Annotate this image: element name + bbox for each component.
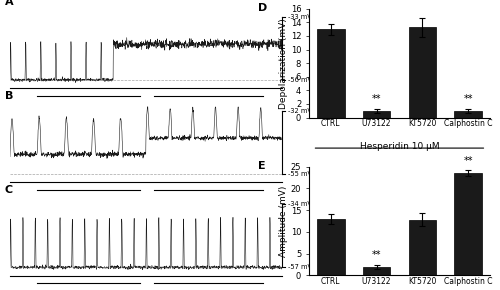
Text: Hesperidin 10 μM: Hesperidin 10 μM [178, 106, 239, 112]
Bar [317, 219, 344, 276]
Text: -33 mV: -33 mV [288, 14, 312, 20]
Bar [408, 27, 436, 118]
Text: **: ** [372, 250, 382, 260]
Text: **: ** [464, 94, 473, 104]
Text: E: E [258, 161, 266, 171]
Text: A: A [4, 0, 13, 7]
Text: D: D [258, 3, 268, 13]
Text: -34 mV: -34 mV [288, 201, 312, 207]
Y-axis label: Depolarization (mV): Depolarization (mV) [279, 18, 288, 108]
Bar [363, 267, 390, 276]
Bar [454, 173, 482, 276]
Text: **: ** [372, 94, 382, 104]
Bar [317, 29, 344, 118]
Text: Hesperidin 10 μM: Hesperidin 10 μM [58, 199, 120, 205]
Text: -56 mV: -56 mV [288, 77, 312, 83]
Text: **: ** [464, 156, 473, 166]
Y-axis label: Amplitude (mV): Amplitude (mV) [279, 185, 288, 257]
Text: -32 mV: -32 mV [288, 108, 312, 114]
Text: KT5720 10 μM: KT5720 10 μM [184, 199, 234, 205]
Bar [408, 220, 436, 276]
Text: B: B [4, 91, 13, 101]
Bar [363, 111, 390, 118]
Text: C: C [4, 184, 12, 195]
X-axis label: Hesperidin 10 μM: Hesperidin 10 μM [360, 142, 439, 151]
Bar [454, 111, 482, 118]
Text: U73122 5 μM: U73122 5 μM [66, 106, 112, 112]
Text: -57 mV: -57 mV [288, 264, 312, 270]
Text: -55 mV: -55 mV [288, 171, 312, 177]
